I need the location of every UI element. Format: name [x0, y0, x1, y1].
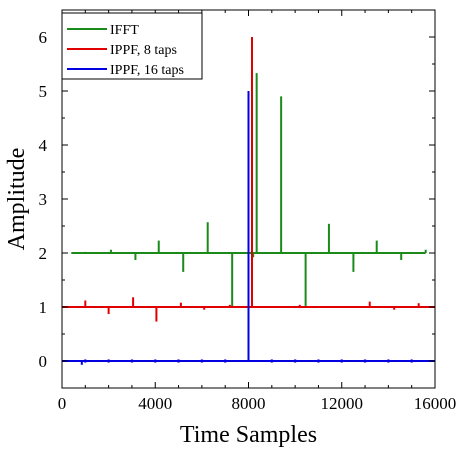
ticks-layer: 0 4000 8000 12000 16000 0 1 2 3 4 5 6 [39, 9, 457, 413]
legend-label: IPPF, 16 taps [110, 63, 184, 78]
series-3-point [316, 359, 321, 363]
y-axis-title: Amplitude [4, 148, 30, 251]
series-3-point [293, 359, 297, 363]
series-3-point [363, 359, 367, 363]
x-tick-label: 12000 [321, 394, 364, 413]
series-3-point [107, 359, 111, 363]
series-3-point [83, 359, 87, 363]
y-tick-label: 6 [39, 28, 48, 47]
series-3-point [386, 359, 390, 363]
x-tick-label: 8000 [232, 394, 266, 413]
series-3-point [410, 359, 414, 363]
legend: IFFT IPPF, 8 taps IPPF, 16 taps [61, 12, 203, 80]
y-tick-label: 4 [39, 136, 48, 155]
x-tick-label: 16000 [414, 394, 457, 413]
y-tick-label: 1 [39, 298, 48, 317]
series-3-point [153, 359, 157, 363]
series-3-point [130, 359, 134, 363]
x-tick-label: 0 [58, 394, 67, 413]
x-tick-label: 4000 [138, 394, 172, 413]
y-tick-label: 3 [39, 190, 48, 209]
series-3 [62, 91, 435, 365]
legend-label: IPPF, 8 taps [110, 43, 177, 58]
legend-label: IFFT [110, 23, 139, 38]
series-3-point [200, 359, 204, 363]
series-layer [62, 37, 435, 365]
y-tick-label: 2 [39, 244, 48, 263]
x-axis-title: Time Samples [180, 422, 317, 448]
y-tick-label: 5 [39, 82, 48, 101]
y-tick-label: 0 [39, 352, 48, 371]
series-3-point [340, 359, 344, 363]
series-3-point [176, 359, 181, 363]
series-3-point [223, 359, 227, 363]
series-3-point [270, 359, 274, 363]
